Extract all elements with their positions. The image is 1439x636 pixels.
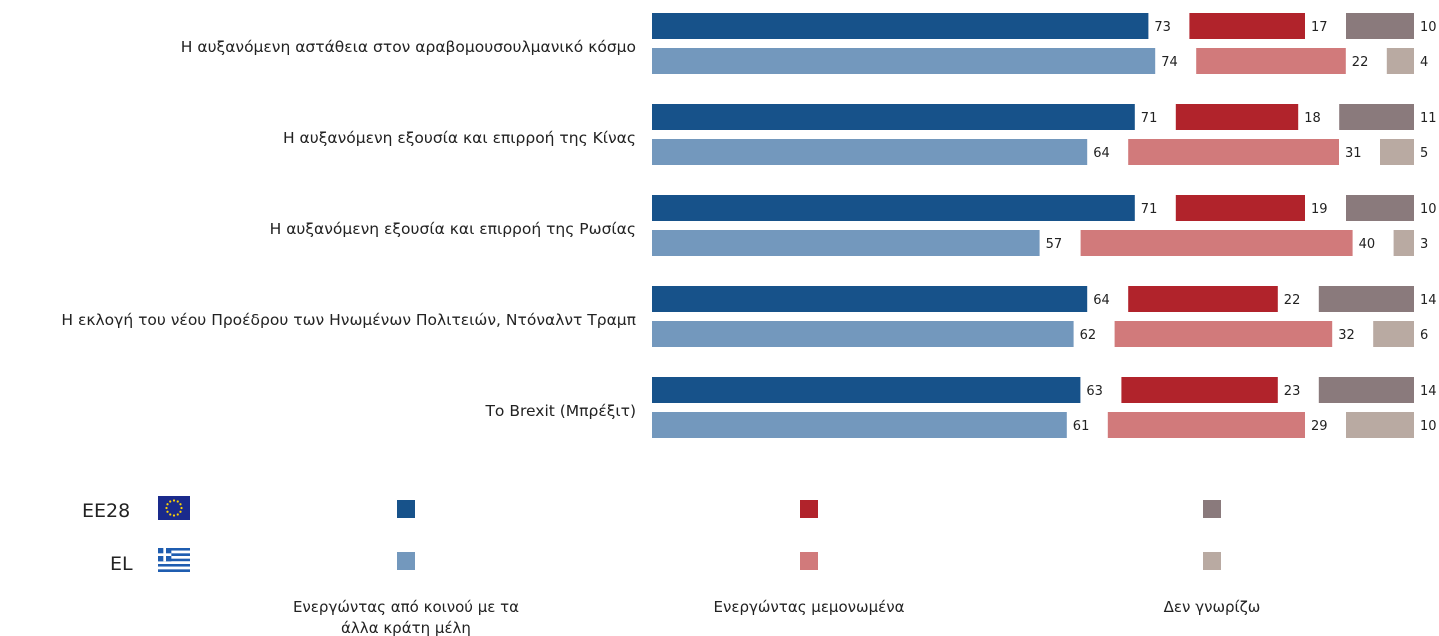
bar-segment bbox=[1346, 412, 1414, 438]
data-label: 10 bbox=[1420, 419, 1437, 434]
bars: 73 17 10 74 22 4 71 18 11 64 31 5 71 19 10 57 40 3 64 22 14 6… bbox=[652, 13, 1437, 438]
data-label: 23 bbox=[1284, 384, 1301, 399]
bar-segment bbox=[1175, 104, 1299, 130]
bar-segment bbox=[652, 104, 1135, 130]
data-label: 18 bbox=[1304, 111, 1321, 126]
data-label: 5 bbox=[1420, 146, 1428, 161]
data-label: 64 bbox=[1093, 146, 1110, 161]
data-label: 17 bbox=[1311, 20, 1328, 35]
legend-label: Ενεργώντας από κοινού με τα άλλα κράτη μέ… bbox=[293, 598, 519, 636]
category-label: Η αυξανόμενη εξουσία και επιρροή της Κίν… bbox=[283, 129, 636, 147]
data-label: 29 bbox=[1311, 419, 1328, 434]
bar-segment bbox=[1107, 412, 1305, 438]
bar-segment bbox=[652, 195, 1135, 221]
data-label: 32 bbox=[1338, 328, 1355, 343]
legend-swatch bbox=[1203, 500, 1221, 518]
legend-swatch bbox=[1203, 552, 1221, 570]
data-label: 4 bbox=[1420, 55, 1428, 70]
bar-segment bbox=[1114, 321, 1333, 347]
data-label: 10 bbox=[1420, 20, 1437, 35]
data-label: 71 bbox=[1141, 202, 1158, 217]
data-label: 11 bbox=[1420, 111, 1437, 126]
category-label: Η εκλογή του νέου Προέδρου των Ηνωμένων … bbox=[61, 311, 636, 329]
bar-segment bbox=[1318, 377, 1414, 403]
data-label: 40 bbox=[1359, 237, 1376, 252]
bar-segment bbox=[652, 230, 1040, 256]
category-label: Η αυξανόμενη εξουσία και επιρροή της Ρωσ… bbox=[270, 220, 636, 238]
data-label: 22 bbox=[1352, 55, 1369, 70]
bar-segment bbox=[1339, 104, 1414, 130]
data-label: 3 bbox=[1420, 237, 1428, 252]
data-label: 74 bbox=[1161, 55, 1178, 70]
legend-swatch bbox=[397, 552, 415, 570]
bar-segment bbox=[1128, 139, 1339, 165]
data-label: 14 bbox=[1420, 384, 1437, 399]
category-label: Το Brexit (Μπρέξιτ) bbox=[484, 402, 636, 420]
legend-swatch bbox=[800, 500, 818, 518]
legend: EE28 EL Ενεργώντας από κοινού με τα άλλα … bbox=[82, 496, 1260, 636]
data-label: 14 bbox=[1420, 293, 1437, 308]
category-label: Η αυξανόμενη αστάθεια στον αραβομουσουλμ… bbox=[181, 38, 636, 56]
bar-segment bbox=[1393, 230, 1414, 256]
bar-segment bbox=[652, 286, 1088, 312]
greek-flag-icon bbox=[158, 548, 190, 572]
data-label: 61 bbox=[1073, 419, 1090, 434]
legend-row-label-ee28: EE28 bbox=[82, 500, 130, 522]
data-label: 10 bbox=[1420, 202, 1437, 217]
data-label: 71 bbox=[1141, 111, 1158, 126]
bar-segment bbox=[652, 377, 1081, 403]
data-label: 57 bbox=[1046, 237, 1063, 252]
data-label: 73 bbox=[1154, 20, 1171, 35]
bar-segment bbox=[652, 139, 1088, 165]
bar-segment bbox=[1121, 377, 1278, 403]
bar-segment bbox=[652, 48, 1156, 74]
data-label: 6 bbox=[1420, 328, 1428, 343]
legend-swatch bbox=[800, 552, 818, 570]
bar-segment bbox=[1346, 195, 1414, 221]
legend-row-label-el: EL bbox=[110, 553, 133, 575]
bar-segment bbox=[1373, 321, 1414, 347]
bar-segment bbox=[652, 321, 1074, 347]
bar-segment bbox=[1346, 13, 1414, 39]
data-label: 62 bbox=[1080, 328, 1097, 343]
bar-segment bbox=[1386, 48, 1414, 74]
bar-segment bbox=[652, 13, 1149, 39]
eu-flag-icon bbox=[158, 496, 190, 520]
category-labels: Η αυξανόμενη αστάθεια στον αραβομουσουλμ… bbox=[61, 38, 636, 420]
bar-segment bbox=[1318, 286, 1414, 312]
bar-segment bbox=[652, 412, 1067, 438]
bar-segment bbox=[1128, 286, 1278, 312]
bar-segment bbox=[1080, 230, 1353, 256]
data-label: 19 bbox=[1311, 202, 1328, 217]
legend-label: Ενεργώντας μεμονωμένα bbox=[713, 598, 904, 616]
bar-segment bbox=[1196, 48, 1346, 74]
data-label: 63 bbox=[1086, 384, 1103, 399]
bar-segment bbox=[1380, 139, 1414, 165]
legend-label: Δεν γνωρίζω bbox=[1164, 598, 1261, 616]
data-label: 31 bbox=[1345, 146, 1362, 161]
data-label: 22 bbox=[1284, 293, 1301, 308]
data-label: 64 bbox=[1093, 293, 1110, 308]
bar-segment bbox=[1175, 195, 1305, 221]
legend-swatch bbox=[397, 500, 415, 518]
bar-segment bbox=[1189, 13, 1305, 39]
